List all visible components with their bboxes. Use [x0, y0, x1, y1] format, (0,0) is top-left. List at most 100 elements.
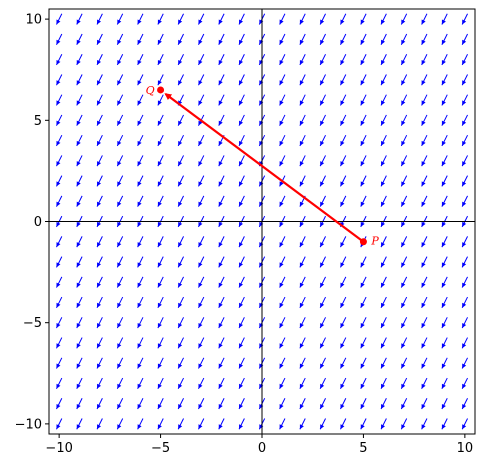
field-arrow: [360, 357, 367, 369]
field-arrow: [238, 94, 245, 106]
field-arrow: [76, 13, 83, 25]
field-arrow: [198, 13, 205, 25]
field-arrow: [299, 114, 306, 126]
field-arrow: [56, 296, 63, 309]
field-arrow: [137, 74, 144, 86]
field-arrow: [421, 134, 428, 147]
field-arrow: [421, 377, 428, 389]
field-arrow: [299, 256, 306, 268]
field-arrow: [96, 357, 103, 369]
field-arrow: [116, 155, 124, 167]
field-arrow: [400, 175, 408, 187]
field-arrow: [360, 134, 367, 147]
field-arrow: [360, 296, 367, 309]
field-arrow: [279, 418, 286, 430]
field-arrow: [319, 418, 326, 430]
field-arrow: [421, 256, 428, 268]
field-arrow: [56, 377, 63, 389]
field-arrow: [157, 175, 164, 187]
field-arrow: [279, 195, 286, 207]
field-arrow: [319, 134, 326, 147]
field-arrow: [137, 296, 144, 309]
field-arrow: [400, 418, 408, 430]
field-arrow: [279, 337, 286, 349]
field-arrow: [116, 296, 124, 309]
x-tick-label: 5: [359, 441, 367, 456]
field-arrow: [96, 13, 103, 25]
field-arrow: [218, 114, 225, 126]
field-arrow: [157, 398, 164, 410]
field-arrow: [340, 236, 347, 248]
field-arrow: [319, 256, 326, 268]
field-arrow: [421, 54, 428, 66]
field-arrow: [319, 317, 326, 329]
field-arrow: [319, 54, 326, 66]
field-arrow: [137, 377, 144, 389]
field-arrow: [157, 155, 164, 167]
field-arrow: [177, 175, 184, 187]
field-arrow: [56, 357, 63, 369]
field-arrow: [76, 398, 83, 410]
field-arrow: [441, 236, 448, 248]
ticks: −10 −5 0 5 10 −10 −5 0 5 10: [15, 13, 474, 456]
field-arrow: [177, 377, 184, 389]
field-arrow: [137, 337, 144, 349]
field-arrow: [279, 74, 286, 86]
field-arrow: [279, 114, 286, 126]
field-arrow: [177, 398, 184, 410]
field-arrow: [238, 195, 245, 207]
field-arrow: [137, 134, 144, 147]
field-arrow: [421, 296, 428, 309]
field-arrow: [279, 13, 286, 25]
field-arrow: [380, 296, 387, 309]
field-arrow: [360, 317, 367, 329]
field-arrow: [198, 296, 205, 309]
field-arrow: [421, 357, 428, 369]
field-arrow: [177, 276, 184, 288]
field-arrow: [380, 33, 387, 45]
field-arrow: [198, 418, 205, 430]
field-arrow: [218, 296, 225, 309]
field-arrow: [340, 337, 347, 349]
field-arrow: [96, 114, 103, 126]
field-arrow: [238, 357, 245, 369]
field-arrow: [380, 134, 387, 147]
field-arrow: [116, 377, 124, 389]
field-arrow: [137, 236, 144, 248]
field-arrow: [360, 377, 367, 389]
field-arrow: [96, 155, 103, 167]
field-arrow: [116, 418, 124, 430]
field-arrow: [421, 337, 428, 349]
field-arrow: [96, 33, 103, 45]
field-arrow: [299, 337, 306, 349]
field-arrow: [96, 54, 103, 66]
field-arrow: [340, 54, 347, 66]
field-arrow: [461, 54, 468, 66]
field-arrow: [137, 357, 144, 369]
displacement-arrow: [164, 93, 365, 243]
field-arrow: [360, 337, 367, 349]
field-arrow: [218, 276, 225, 288]
field-arrow: [177, 357, 184, 369]
field-arrow: [319, 33, 326, 45]
field-arrow: [76, 33, 83, 45]
field-arrow: [400, 195, 408, 207]
field-arrow: [56, 114, 63, 126]
field-arrow: [400, 377, 408, 389]
field-arrow: [137, 276, 144, 288]
field-arrow: [380, 337, 387, 349]
field-arrow: [421, 236, 428, 248]
field-arrow: [340, 357, 347, 369]
field-arrow: [157, 94, 164, 106]
field-arrow: [218, 195, 225, 207]
field-arrow: [157, 114, 164, 126]
field-arrow: [198, 317, 205, 329]
field-arrow: [76, 296, 83, 309]
field-arrow: [461, 357, 468, 369]
field-arrow: [218, 74, 225, 86]
field-arrow: [340, 114, 347, 126]
field-arrow: [198, 195, 205, 207]
point-label-p: P: [370, 235, 379, 248]
field-arrow: [116, 134, 124, 147]
field-arrow: [218, 54, 225, 66]
